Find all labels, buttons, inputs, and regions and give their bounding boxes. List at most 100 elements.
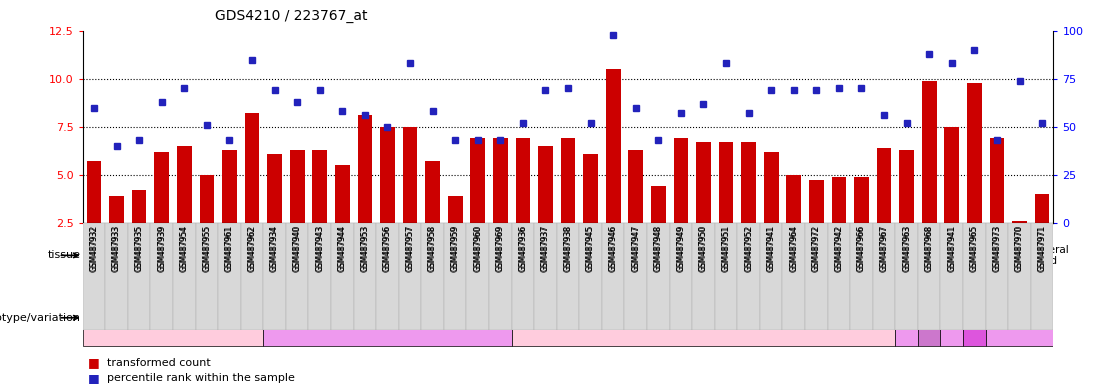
Text: GSM487971: GSM487971	[1038, 226, 1047, 272]
Text: GSM487949: GSM487949	[676, 225, 685, 271]
Text: GSM487960: GSM487960	[473, 226, 482, 272]
Bar	[354, 223, 376, 330]
Text: GSM487962: GSM487962	[247, 225, 257, 271]
Text: GSM487968: GSM487968	[924, 225, 934, 271]
Bar	[986, 223, 1008, 330]
Bar	[899, 150, 914, 271]
Bar	[515, 138, 531, 271]
Bar	[651, 186, 666, 271]
Bar	[629, 150, 643, 271]
Bar	[963, 223, 986, 330]
Text: GSM487966: GSM487966	[857, 225, 866, 271]
Bar	[670, 223, 693, 330]
Text: GSM487932: GSM487932	[89, 225, 98, 271]
Bar	[741, 142, 756, 271]
Bar	[83, 223, 105, 330]
Text: MLL/ENL: MLL/ENL	[888, 313, 925, 322]
Bar	[421, 223, 443, 330]
Text: genotype/variation: genotype/variation	[0, 313, 81, 323]
Bar	[512, 289, 896, 346]
Bar	[579, 223, 602, 330]
Text: GSM487935: GSM487935	[135, 226, 143, 272]
Bar	[150, 223, 173, 330]
Text: GSM487963: GSM487963	[902, 226, 911, 272]
Bar	[1035, 194, 1049, 271]
Text: ■: ■	[88, 356, 100, 369]
Bar	[832, 177, 846, 271]
Text: GSM487961: GSM487961	[225, 225, 234, 271]
Text: transformed count: transformed count	[107, 358, 211, 368]
Bar	[176, 146, 192, 271]
Bar	[967, 83, 982, 271]
Text: GSM487973: GSM487973	[993, 226, 1002, 272]
Text: GSM487954: GSM487954	[180, 225, 189, 271]
Text: GSM487959: GSM487959	[451, 226, 460, 272]
Text: GSM487970: GSM487970	[1015, 226, 1024, 272]
Text: GSM487945: GSM487945	[586, 226, 596, 272]
Text: GSM487944: GSM487944	[338, 225, 346, 271]
Bar	[290, 150, 304, 271]
Text: GSM487960: GSM487960	[473, 225, 482, 271]
Bar	[922, 81, 936, 271]
Text: GSM487943: GSM487943	[315, 225, 324, 271]
Text: GSM487933: GSM487933	[113, 226, 121, 272]
Text: GSM487966: GSM487966	[857, 226, 866, 272]
Bar	[941, 223, 963, 330]
Bar	[105, 223, 128, 330]
Text: GSM487944: GSM487944	[338, 226, 346, 272]
Text: GSM487955: GSM487955	[202, 225, 212, 271]
Bar	[624, 223, 647, 330]
Text: GSM487947: GSM487947	[631, 226, 640, 272]
Text: MLL/AF6: MLL/AF6	[685, 313, 722, 322]
Text: GSM487935: GSM487935	[135, 225, 143, 271]
Text: GSM487937: GSM487937	[540, 226, 550, 272]
Bar	[963, 289, 986, 346]
Text: MLL/SEPTIN6: MLL/SEPTIN6	[900, 313, 959, 322]
Bar	[696, 142, 710, 271]
Text: GSM487957: GSM487957	[406, 226, 415, 272]
Bar	[606, 69, 621, 271]
Text: GSM487964: GSM487964	[790, 225, 799, 271]
Bar	[489, 223, 512, 330]
Text: GSM487961: GSM487961	[225, 226, 234, 272]
Bar	[426, 161, 440, 271]
Text: GSM487948: GSM487948	[654, 226, 663, 272]
Bar	[534, 223, 557, 330]
Bar	[805, 223, 827, 330]
Bar	[376, 223, 399, 330]
Text: GSM487959: GSM487959	[451, 225, 460, 271]
Text: GSM487951: GSM487951	[721, 225, 730, 271]
Bar	[918, 289, 941, 346]
Text: GSM487942: GSM487942	[835, 225, 844, 271]
Bar	[782, 223, 805, 330]
Bar	[877, 148, 891, 271]
Text: MLL/AF
1q: MLL/AF 1q	[935, 308, 967, 327]
Bar	[154, 152, 169, 271]
Text: GSM487941: GSM487941	[767, 225, 775, 271]
Bar	[267, 154, 282, 271]
Text: GSM487964: GSM487964	[790, 226, 799, 272]
Text: GSM487962: GSM487962	[247, 226, 257, 272]
Text: GSM487952: GSM487952	[745, 226, 753, 272]
Text: GSM487971: GSM487971	[1038, 225, 1047, 271]
Text: GSM487970: GSM487970	[1015, 225, 1024, 271]
Text: GSM487957: GSM487957	[406, 225, 415, 271]
Text: GSM487936: GSM487936	[518, 226, 527, 272]
Text: GSM487936: GSM487936	[518, 225, 527, 271]
Bar	[357, 115, 372, 271]
Text: GSM487934: GSM487934	[270, 226, 279, 272]
Text: tissue: tissue	[47, 250, 81, 260]
Bar	[786, 175, 801, 271]
Text: GSM487950: GSM487950	[699, 226, 708, 272]
Bar	[764, 152, 779, 271]
Text: GSM487952: GSM487952	[745, 225, 753, 271]
Text: GSM487951: GSM487951	[721, 226, 730, 272]
Bar	[1013, 221, 1027, 271]
Bar	[760, 223, 782, 330]
Bar	[808, 180, 824, 271]
Text: GSM487933: GSM487933	[113, 225, 121, 271]
Bar	[693, 223, 715, 330]
Bar	[399, 223, 421, 330]
Text: GSM487950: GSM487950	[699, 225, 708, 271]
Text: GSM487955: GSM487955	[202, 226, 212, 272]
